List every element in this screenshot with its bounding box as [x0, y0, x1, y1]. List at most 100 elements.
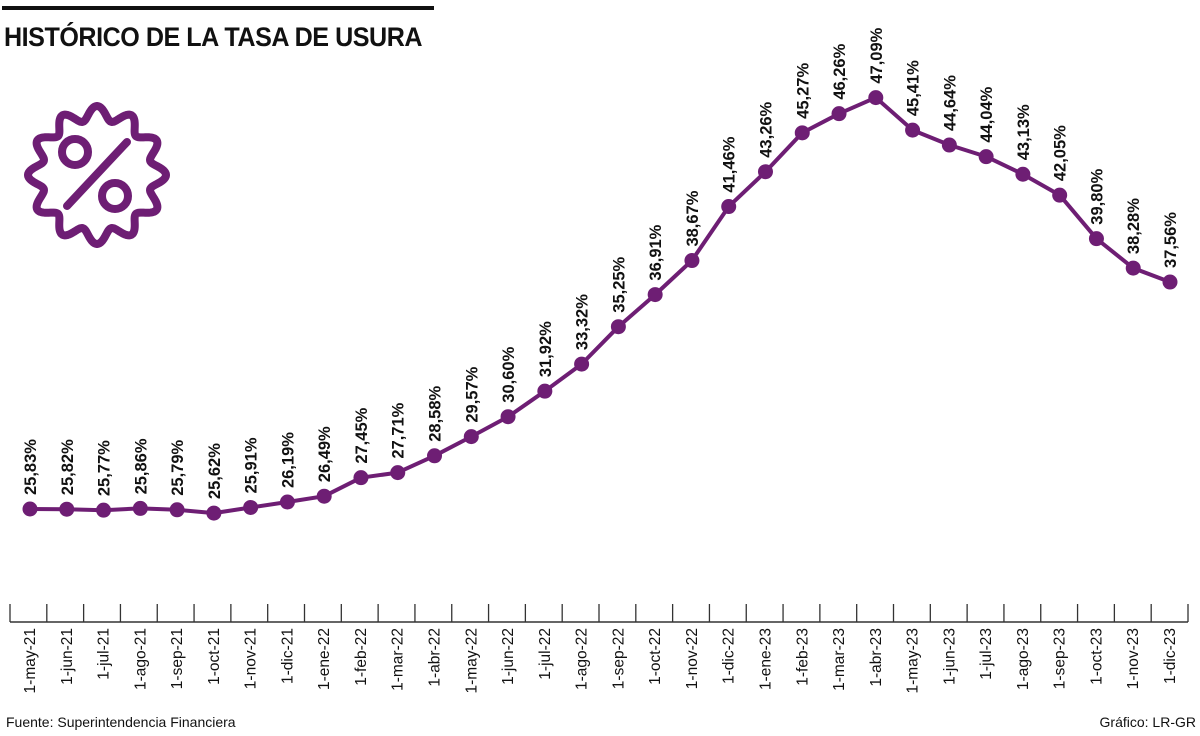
data-point	[574, 356, 590, 372]
data-point	[316, 488, 332, 504]
data-label: 27,45%	[353, 407, 371, 463]
data-label: 45,41%	[905, 60, 923, 116]
data-point	[390, 465, 406, 481]
x-tick-label: 1-oct-23	[1088, 628, 1105, 685]
data-label: 47,09%	[868, 27, 886, 83]
x-tick-label: 1-oct-22	[647, 628, 664, 685]
x-tick-label: 1-sep-23	[1052, 628, 1069, 689]
data-label: 28,58%	[427, 385, 445, 441]
data-point	[353, 470, 369, 486]
data-point	[647, 287, 663, 303]
x-tick-label: 1-sep-22	[610, 628, 627, 689]
data-label: 39,80%	[1088, 168, 1106, 224]
data-label: 38,28%	[1125, 198, 1143, 254]
data-point	[537, 383, 553, 399]
data-point	[721, 199, 737, 215]
x-tick-label: 1-nov-23	[1125, 628, 1142, 689]
data-point	[978, 149, 994, 165]
data-label: 25,91%	[243, 437, 261, 493]
data-label: 44,04%	[978, 86, 996, 142]
data-point	[500, 409, 516, 425]
data-label: 30,60%	[500, 346, 518, 402]
x-tick-label: 1-abr-22	[427, 628, 444, 687]
x-tick-label: 1-abr-23	[868, 628, 885, 687]
data-point	[59, 501, 75, 517]
data-label: 44,64%	[941, 75, 959, 131]
data-label: 38,67%	[684, 190, 702, 246]
x-tick-label: 1-dic-22	[721, 628, 738, 684]
x-tick-label: 1-feb-22	[353, 628, 370, 686]
x-tick-label: 1-jun-23	[941, 628, 958, 685]
data-label: 27,71%	[390, 402, 408, 458]
source-note: Fuente: Superintendencia Financiera	[6, 714, 236, 730]
x-tick-label: 1-may-23	[905, 628, 922, 693]
data-label: 41,46%	[721, 136, 739, 192]
data-point	[22, 501, 38, 517]
x-tick-label: 1-jul-21	[96, 628, 113, 680]
series-line	[29, 95, 1171, 516]
x-tick-label: 1-ene-22	[316, 628, 333, 690]
data-point	[941, 137, 957, 153]
x-tick-label: 1-jun-21	[59, 628, 76, 685]
x-tick-label: 1-feb-23	[794, 628, 811, 686]
x-tick-label: 1-ago-23	[1015, 628, 1032, 690]
data-label: 45,27%	[794, 63, 812, 119]
x-tick-label: 1-nov-21	[243, 628, 260, 689]
x-tick-label: 1-nov-22	[684, 628, 701, 689]
data-label: 33,32%	[574, 294, 592, 350]
data-label: 26,49%	[316, 426, 334, 482]
data-label: 25,83%	[22, 439, 40, 495]
data-point	[1052, 187, 1068, 203]
data-label: 42,05%	[1052, 125, 1070, 181]
data-point	[831, 106, 847, 122]
data-point	[684, 253, 700, 269]
data-point	[96, 502, 112, 518]
data-point	[243, 499, 259, 515]
x-tick-label: 1-oct-21	[206, 628, 223, 685]
data-label: 31,92%	[537, 321, 555, 377]
percent-badge-icon	[24, 102, 170, 248]
data-point	[169, 502, 185, 518]
data-point	[1088, 231, 1104, 247]
data-point	[1015, 166, 1031, 182]
data-point	[1162, 274, 1178, 290]
data-label: 46,26%	[831, 43, 849, 99]
x-tick-label: 1-ago-21	[132, 628, 149, 690]
x-tick-label: 1-jul-23	[978, 628, 995, 680]
x-tick-label: 1-mar-23	[831, 628, 848, 691]
data-label: 37,56%	[1162, 212, 1180, 268]
data-label: 25,62%	[206, 443, 224, 499]
data-point	[905, 122, 921, 138]
data-point	[794, 125, 810, 141]
data-label: 29,57%	[463, 366, 481, 422]
data-label: 25,79%	[169, 439, 187, 495]
data-point	[757, 164, 773, 180]
data-label: 36,91%	[647, 224, 665, 280]
data-point	[463, 429, 479, 445]
x-tick-label: 1-sep-21	[169, 628, 186, 689]
data-label: 25,86%	[132, 438, 150, 494]
data-point	[206, 505, 222, 521]
x-tick-label: 1-mar-22	[390, 628, 407, 691]
data-label: 25,82%	[59, 439, 77, 495]
x-tick-label: 1-ago-22	[574, 628, 591, 690]
data-label: 25,77%	[96, 440, 114, 496]
data-point	[868, 90, 884, 106]
x-tick-label: 1-dic-23	[1162, 628, 1179, 684]
title-rule	[2, 6, 434, 10]
x-tick-label: 1-jul-22	[537, 628, 554, 680]
data-label: 35,25%	[610, 256, 628, 312]
data-point	[279, 494, 295, 510]
data-label: 43,26%	[757, 101, 775, 157]
data-point	[610, 319, 626, 335]
chart-title: HISTÓRICO DE LA TASA DE USURA	[4, 22, 423, 52]
data-label: 26,19%	[279, 432, 297, 488]
x-tick-label: 1-ene-23	[757, 628, 774, 690]
data-point	[132, 500, 148, 516]
x-tick-label: 1-dic-21	[279, 628, 296, 684]
credit-note: Gráfico: LR-GR	[1099, 714, 1196, 730]
data-label: 43,13%	[1015, 104, 1033, 160]
data-point	[1125, 260, 1141, 276]
x-tick-label: 1-jun-22	[500, 628, 517, 685]
